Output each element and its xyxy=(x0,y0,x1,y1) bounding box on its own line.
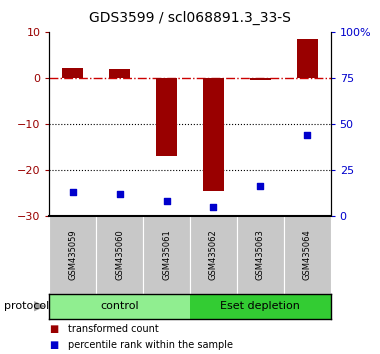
Bar xyxy=(203,78,224,190)
Bar xyxy=(109,69,130,78)
Bar xyxy=(250,78,271,80)
Point xyxy=(117,191,123,197)
Text: GDS3599 / scl068891.3_33-S: GDS3599 / scl068891.3_33-S xyxy=(89,11,291,25)
Bar xyxy=(62,68,83,78)
Point xyxy=(211,204,217,210)
Text: GSM435059: GSM435059 xyxy=(68,229,78,280)
Point xyxy=(304,132,310,138)
Bar xyxy=(297,39,318,78)
Bar xyxy=(156,78,177,156)
Text: GSM435060: GSM435060 xyxy=(115,229,124,280)
Text: percentile rank within the sample: percentile rank within the sample xyxy=(68,340,233,350)
Text: protocol: protocol xyxy=(4,301,49,311)
Text: control: control xyxy=(100,301,139,311)
Text: GSM435064: GSM435064 xyxy=(302,229,312,280)
Text: GSM435063: GSM435063 xyxy=(256,229,265,280)
Point xyxy=(257,184,263,189)
Text: ■: ■ xyxy=(49,340,59,350)
Text: transformed count: transformed count xyxy=(68,324,159,334)
Point xyxy=(70,189,76,195)
Text: GSM435061: GSM435061 xyxy=(162,229,171,280)
Text: GSM435062: GSM435062 xyxy=(209,229,218,280)
Text: ■: ■ xyxy=(49,324,59,334)
Point xyxy=(163,198,169,204)
Polygon shape xyxy=(34,301,46,311)
Text: Eset depletion: Eset depletion xyxy=(220,301,300,311)
